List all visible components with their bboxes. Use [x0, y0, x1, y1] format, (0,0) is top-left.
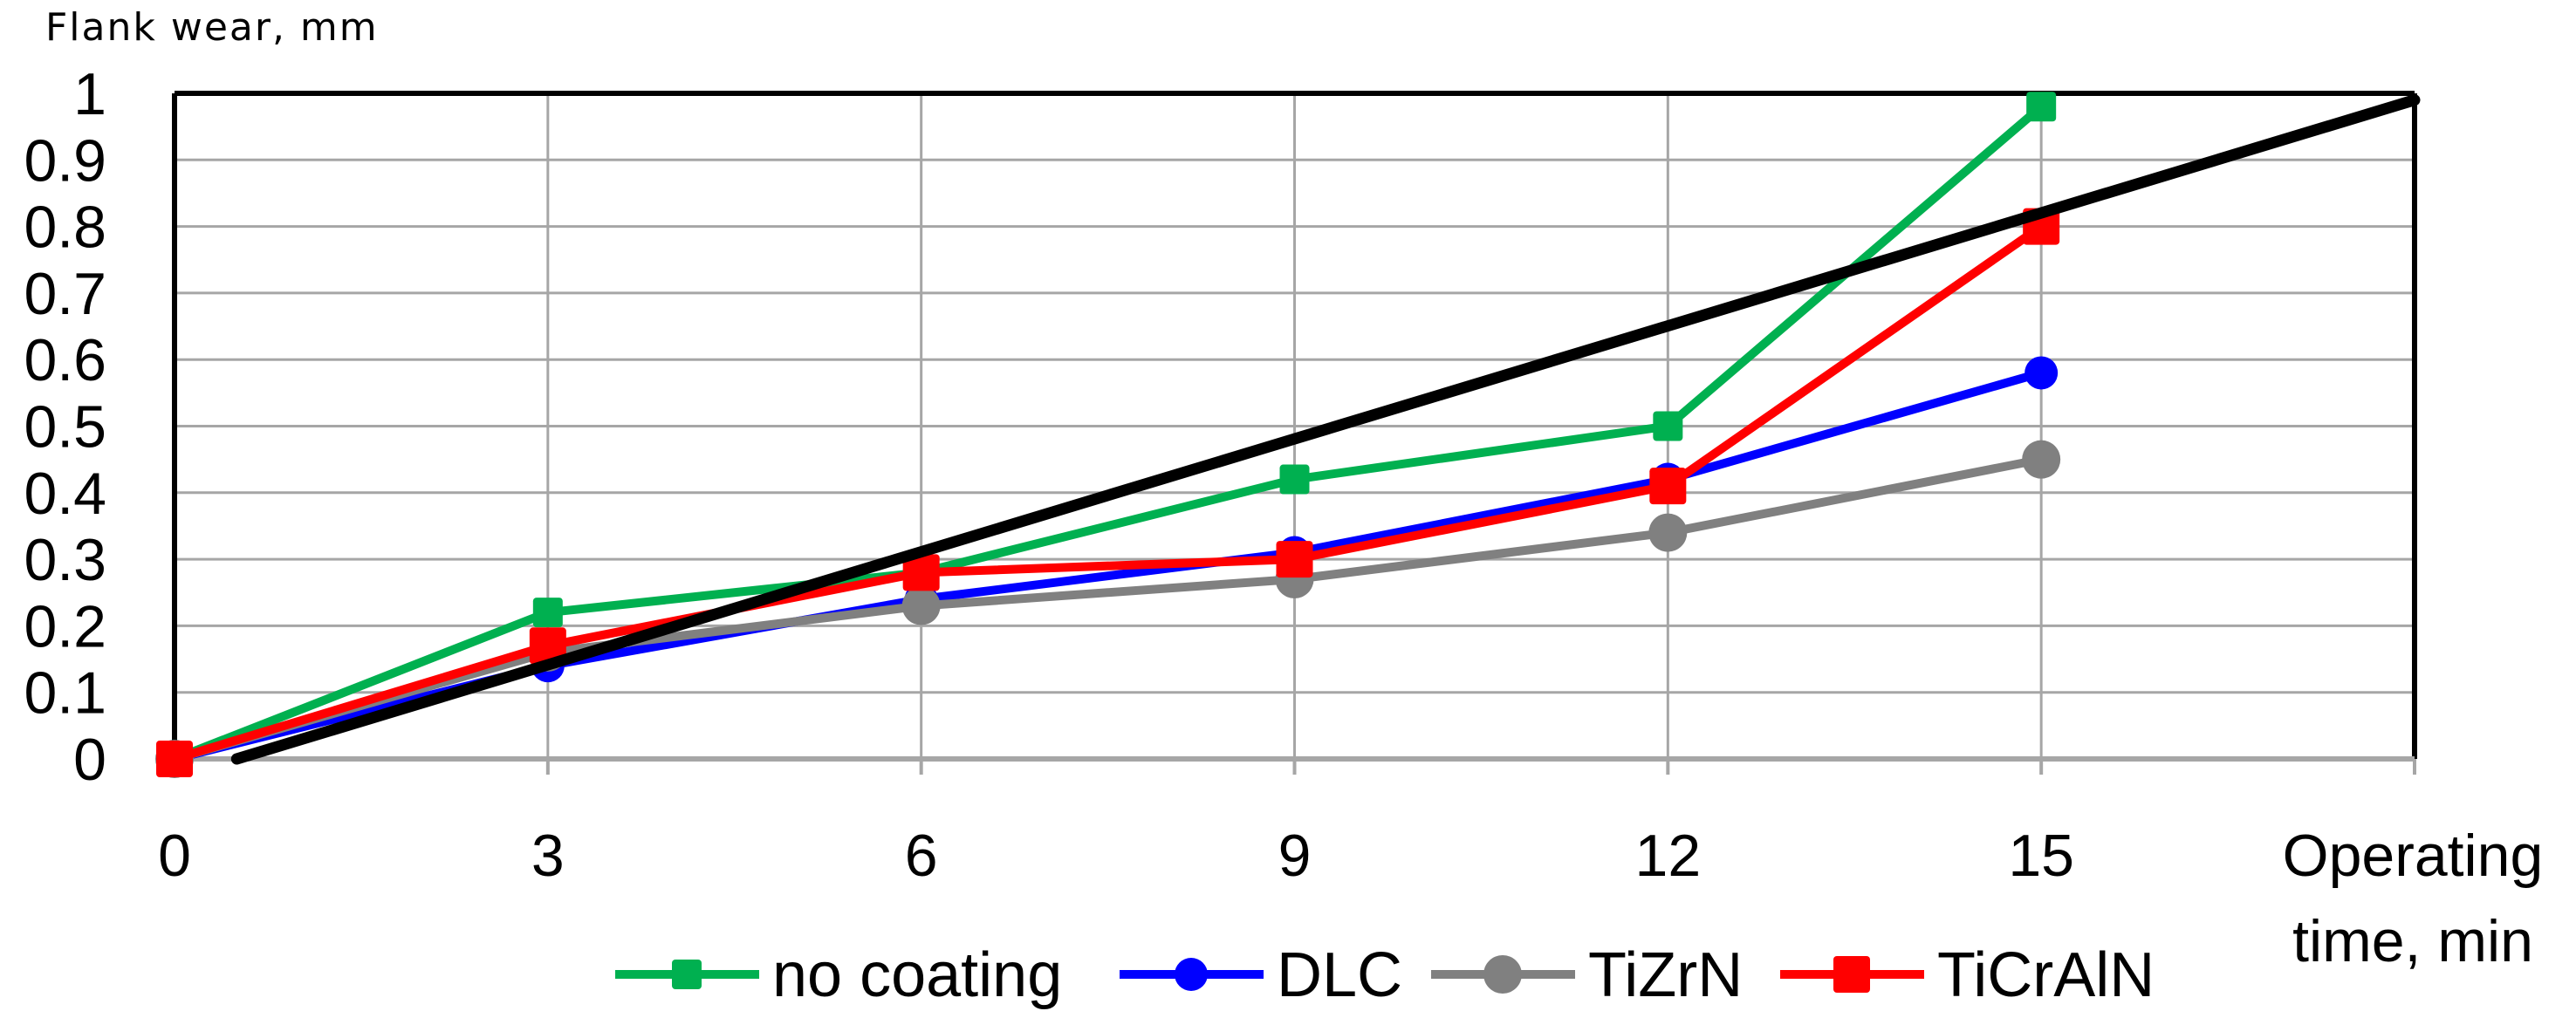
- data-point-tizrn: [901, 586, 941, 625]
- x-tick-label: 12: [1635, 823, 1702, 889]
- limit-line-group: [230, 94, 2421, 765]
- y-tick-label: 0.2: [24, 593, 106, 659]
- data-point-dlc: [2024, 356, 2059, 390]
- data-point-no-coating: [1279, 464, 1310, 495]
- data-point-ticraln: [529, 627, 566, 665]
- data-point-ticraln: [902, 554, 940, 591]
- legend-marker-no-coating: [672, 960, 702, 989]
- data-point-ticraln: [1649, 468, 1687, 505]
- y-tick-label: 0.8: [24, 195, 106, 261]
- x-axis-title-line2: time, min: [2292, 908, 2533, 974]
- series-line-tizrn: [173, 454, 2043, 763]
- data-point-no-coating: [1653, 411, 1683, 441]
- x-tick-label: 15: [2008, 823, 2074, 889]
- data-point-ticraln: [1276, 541, 1313, 578]
- legend-marker-ticraln: [1833, 956, 1870, 993]
- legend-label-ticraln: TiCrAlN: [1937, 940, 2155, 1010]
- series-line-ticraln: [173, 222, 2045, 763]
- legend-marker-tizrn: [1483, 955, 1522, 994]
- x-tick-labels: 0 3 6 9 12 15: [158, 823, 2074, 889]
- y-tick-label: 0: [73, 727, 106, 793]
- legend-label-no-coating: no coating: [772, 940, 1062, 1010]
- series-line-no-coating: [173, 103, 2045, 763]
- data-point-tizrn: [2022, 440, 2061, 479]
- legend-label-tizrn: TiZrN: [1588, 940, 1743, 1010]
- plot-frame: [172, 91, 2417, 775]
- y-tick-label: 0.7: [24, 261, 106, 327]
- y-tick-label: 0.9: [24, 127, 106, 194]
- x-tick-label: 9: [1278, 823, 1312, 889]
- y-tick-label: 0.5: [24, 394, 106, 461]
- data-point-ticraln: [156, 741, 193, 777]
- x-tick-label: 0: [158, 823, 191, 889]
- wear-limit-line: [230, 94, 2421, 765]
- x-tick-label: 6: [905, 823, 938, 889]
- y-tick-labels: 00.10.20.30.40.50.60.70.80.91: [24, 61, 106, 793]
- y-axis-title: Flank wear, mm: [45, 5, 379, 50]
- y-tick-label: 0.4: [24, 461, 106, 527]
- y-tick-label: 1: [73, 61, 106, 127]
- legend-label-dlc: DLC: [1277, 940, 1402, 1010]
- data-point-no-coating: [2026, 92, 2057, 122]
- y-tick-label: 0.3: [24, 527, 106, 593]
- y-tick-label: 0.6: [24, 327, 106, 393]
- data-point-no-coating: [532, 598, 563, 628]
- legend: no coating DLC TiZrN TiCrAlN: [615, 940, 2155, 1010]
- data-point-tizrn: [1648, 513, 1688, 552]
- y-tick-label: 0.1: [24, 660, 106, 727]
- x-axis-title-line1: Operating: [2283, 823, 2544, 889]
- x-tick-label: 3: [531, 823, 565, 889]
- legend-marker-dlc: [1175, 958, 1208, 991]
